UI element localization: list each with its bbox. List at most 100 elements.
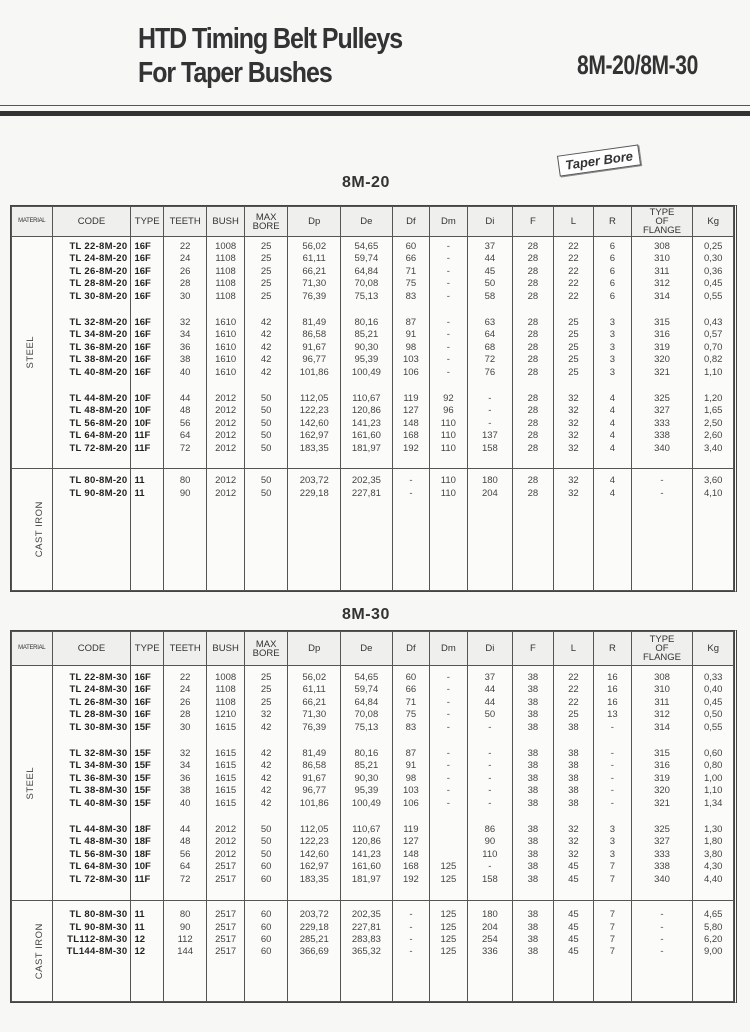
- cell-de: 181,97: [340, 442, 393, 456]
- cell-kg: 3,40: [692, 442, 734, 456]
- cell-type: 16F: [130, 317, 164, 330]
- cell-de: 161,60: [340, 861, 393, 874]
- material-cell: STEEL: [11, 665, 53, 902]
- cell-kg: 0,25: [692, 241, 734, 254]
- cell-kg: 0,60: [692, 748, 734, 761]
- cell-de: 85,21: [340, 329, 393, 342]
- cell-dm: 125: [429, 909, 468, 922]
- cell-f: 38: [512, 748, 554, 761]
- cell-dp: 81,49: [287, 317, 342, 330]
- cell-max-bore: 42: [243, 785, 289, 798]
- header-row: MATERIAL CODE TYPE TEETH BUSH MAX BORE Dp De Df Dm…: [11, 631, 734, 666]
- cell-kg: 0,30: [692, 253, 734, 266]
- cell-type: 18F: [130, 836, 164, 849]
- column-header: CODE: [51, 206, 132, 237]
- cell-bush: 1008: [206, 241, 245, 254]
- cell-f: 38: [512, 684, 554, 697]
- cell-di: -: [466, 861, 514, 874]
- cell-di: 90: [466, 836, 514, 849]
- cell-max-bore: 42: [243, 760, 289, 773]
- cell-f: 28: [512, 366, 554, 380]
- cell-f: 28: [512, 354, 554, 367]
- cell-de: 110,67: [340, 824, 393, 837]
- cell-df: 119: [391, 824, 431, 837]
- cell-kg: 0,43: [692, 317, 734, 330]
- cell-f: 38: [512, 772, 554, 786]
- cell-de: 70,08: [340, 709, 393, 722]
- cell-teeth: 24: [162, 684, 208, 697]
- cell-bush: 1108: [206, 696, 245, 710]
- cell-max-bore: 50: [243, 417, 289, 431]
- cell-max-bore: 25: [243, 253, 289, 266]
- cell-type-of-flange: 320: [630, 354, 694, 367]
- cell-l: 38: [552, 748, 595, 761]
- cell-type: 11F: [130, 442, 164, 456]
- cell-bush: 2012: [206, 430, 245, 443]
- cell-de: 59,74: [340, 253, 393, 266]
- cell-f: 38: [512, 696, 554, 710]
- cell-f: 38: [512, 721, 554, 735]
- cell-bush: 2012: [206, 487, 245, 500]
- cell-max-bore: 50: [243, 393, 289, 406]
- cell-di: -: [466, 721, 514, 735]
- table-row: TL 72-8M-30 11F 72 2517 60 183,35 181,97 192 125…: [12, 873, 734, 887]
- cell-l: 38: [552, 721, 595, 735]
- cell-teeth: 26: [162, 265, 208, 279]
- cell-de: 85,21: [340, 760, 393, 773]
- cell-dm: -: [429, 253, 468, 266]
- divider-thick: [0, 111, 750, 116]
- table-8m-20: MATERIAL CODE TYPE TEETH BUSH MAX BORE Dp De Df Dm…: [10, 205, 737, 592]
- cell-dp: 183,35: [287, 873, 342, 887]
- cell-r: 3: [593, 836, 632, 849]
- cell-bush: 2012: [206, 417, 245, 431]
- part-code: TL 28-8M-20: [51, 278, 132, 291]
- cell-type: 16F: [130, 253, 164, 266]
- table-title-8m-20: 8M-20: [342, 174, 390, 191]
- cell-type-of-flange: 333: [630, 417, 694, 431]
- cell-de: 100,49: [340, 366, 393, 380]
- cell-r: -: [593, 772, 632, 786]
- column-header: R: [593, 206, 632, 237]
- cell-di: 50: [466, 278, 514, 291]
- column-header: F: [512, 206, 554, 237]
- cell-type: 15F: [130, 748, 164, 761]
- cell-di: 204: [466, 487, 514, 500]
- column-header: Dp: [287, 631, 342, 666]
- cell-dp: 91,67: [287, 772, 342, 786]
- column-header: De: [340, 631, 393, 666]
- cell-l: 22: [552, 278, 595, 291]
- cell-dm: -: [429, 785, 468, 798]
- cell-type: 16F: [130, 278, 164, 291]
- cell-l: 45: [552, 861, 595, 874]
- part-code: TL 44-8M-30: [51, 824, 132, 837]
- table-row: TL 80-8M-30 11 80 2517 60 203,72 202,35-125 180…: [12, 909, 734, 922]
- part-code: TL 44-8M-20: [51, 393, 132, 406]
- cell-di: -: [466, 772, 514, 786]
- cell-df: 75: [391, 709, 431, 722]
- column-header: Kg: [692, 631, 734, 666]
- column-header: Kg: [692, 206, 734, 237]
- part-code: TL 72-8M-30: [51, 873, 132, 887]
- table-row: TL 26-8M-30 16F 26 1108 25 66,21 64,84 71-44 38 2…: [12, 696, 734, 710]
- cell-type-of-flange: 310: [630, 253, 694, 266]
- column-header: TYPE: [130, 206, 164, 237]
- cell-type-of-flange: 319: [630, 341, 694, 355]
- cell-dp: 229,18: [287, 487, 342, 500]
- table-row: TL 64-8M-30 10F 64 2517 60 162,97 161,60 168 125…: [12, 861, 734, 874]
- cell-type: 12: [130, 946, 164, 959]
- cell-teeth: 28: [162, 278, 208, 291]
- cell-teeth: 30: [162, 290, 208, 304]
- cell-l: 32: [552, 487, 595, 500]
- part-code: TL 72-8M-20: [51, 442, 132, 456]
- cell-r: 6: [593, 278, 632, 291]
- cell-dm: -: [429, 684, 468, 697]
- cell-de: 202,35: [340, 475, 393, 488]
- table-row: TL 36-8M-20 16F 36 1610 42 91,67 90,30 98-68 28 2…: [12, 341, 734, 355]
- cell-type: 16F: [130, 290, 164, 304]
- cell-type-of-flange: 314: [630, 290, 694, 304]
- cell-df: 60: [391, 241, 431, 254]
- cell-type: 11: [130, 475, 164, 488]
- cell-de: 95,39: [340, 354, 393, 367]
- cell-df: 83: [391, 290, 431, 304]
- cell-type: 11: [130, 909, 164, 922]
